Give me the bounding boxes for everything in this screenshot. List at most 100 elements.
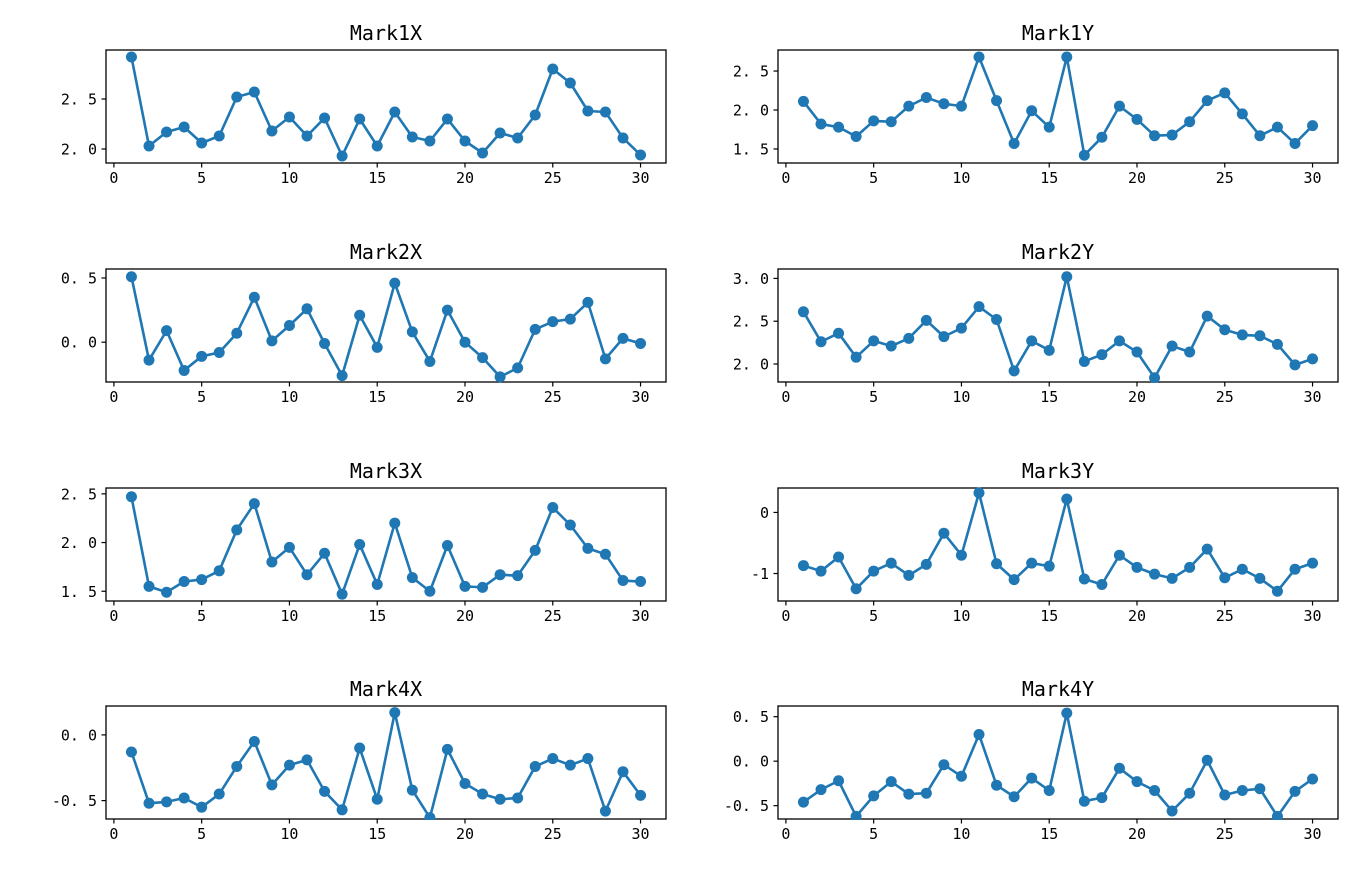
data-point	[1184, 346, 1196, 358]
y-tick-label: 2. 0	[733, 355, 769, 373]
data-point	[1061, 492, 1073, 504]
x-ticks: 0 5 10 15 20 25 30	[781, 381, 1322, 406]
data-point	[231, 327, 243, 339]
data-line	[130, 55, 642, 158]
data-point	[1254, 330, 1266, 342]
x-tick-label: 5	[869, 607, 878, 625]
data-line	[802, 55, 1314, 157]
data-point	[494, 568, 506, 580]
data-point	[441, 744, 453, 756]
data-point	[1131, 113, 1143, 125]
x-tick-label: 10	[280, 607, 298, 625]
data-point	[371, 794, 383, 806]
data-point	[938, 330, 950, 342]
data-point	[797, 796, 809, 808]
data-markers	[125, 490, 647, 600]
data-point	[1307, 557, 1319, 569]
data-point	[1201, 95, 1213, 107]
data-point	[903, 788, 915, 800]
data-point	[371, 578, 383, 590]
y-tick-label: 0. 0	[733, 753, 769, 771]
data-point	[143, 797, 155, 809]
x-tick-label: 0	[781, 825, 790, 843]
data-point	[885, 340, 897, 352]
data-point	[336, 588, 348, 600]
x-tick-label: 30	[632, 169, 650, 187]
data-point	[301, 303, 313, 315]
x-tick-label: 25	[544, 825, 562, 843]
data-point	[635, 575, 647, 587]
y-tick-label: -1	[751, 565, 769, 583]
data-point	[617, 332, 629, 344]
data-point	[178, 575, 190, 587]
chart-title: Mark4Y	[1021, 677, 1095, 702]
data-point	[850, 811, 862, 821]
line-series	[797, 270, 1319, 383]
data-point	[213, 346, 225, 358]
x-tick-label: 30	[1304, 388, 1322, 406]
data-point	[797, 95, 809, 107]
data-point	[1113, 100, 1125, 112]
data-point	[1201, 310, 1213, 322]
data-point	[1061, 270, 1073, 282]
data-point	[920, 314, 932, 326]
data-point	[973, 486, 985, 498]
data-point	[301, 568, 313, 580]
chart-canvas: 0 5 10 15 20 25 30 2. 0 2. 5 3. 0	[733, 268, 1339, 406]
data-line	[130, 711, 642, 820]
chart-canvas: 0 5 10 15 20 25 30 -0. 5 0. 0 0. 5	[724, 705, 1339, 843]
data-point	[231, 761, 243, 773]
data-point	[354, 742, 366, 754]
data-markers	[797, 270, 1319, 383]
chart-title: Mark2Y	[1021, 239, 1095, 264]
data-point	[477, 581, 489, 593]
data-point	[1201, 755, 1213, 767]
chart-title: Mark2X	[349, 239, 423, 264]
data-point	[248, 291, 260, 303]
data-point	[512, 362, 524, 374]
y-tick-label: 2. 0	[61, 534, 97, 552]
data-point	[389, 707, 401, 719]
data-markers	[125, 51, 647, 162]
data-point	[833, 775, 845, 787]
data-point	[599, 106, 611, 118]
data-point	[1219, 87, 1231, 99]
data-point	[973, 300, 985, 312]
y-tick-label: 1. 5	[733, 140, 769, 158]
subplot-mark2y: Mark2Y 0 5 10 15 20 25 30 2. 0 2. 5 3. 0	[682, 219, 1363, 438]
data-line	[802, 491, 1314, 593]
data-point	[1043, 344, 1055, 356]
data-point	[231, 523, 243, 535]
data-point	[424, 355, 436, 367]
y-tick-label: 0. 0	[61, 727, 97, 745]
data-point	[1149, 568, 1161, 580]
data-point	[1008, 791, 1020, 803]
data-point	[424, 812, 436, 821]
data-point	[955, 771, 967, 783]
data-point	[178, 121, 190, 133]
data-point	[564, 759, 576, 771]
x-tick-label: 5	[869, 388, 878, 406]
y-ticks: 1. 5 2. 0 2. 5	[61, 485, 106, 600]
x-tick-label: 5	[197, 607, 206, 625]
x-ticks: 0 5 10 15 20 25 30	[781, 819, 1322, 843]
data-point	[459, 135, 471, 147]
x-tick-label: 25	[544, 388, 562, 406]
data-point	[991, 95, 1003, 107]
data-point	[319, 547, 331, 559]
data-point	[266, 125, 278, 137]
data-point	[547, 753, 559, 765]
data-point	[161, 324, 173, 336]
data-point	[582, 753, 594, 765]
data-point	[283, 541, 295, 553]
line-series	[125, 490, 647, 600]
data-point	[283, 111, 295, 123]
data-point	[1236, 785, 1248, 797]
line-series	[125, 270, 647, 383]
data-point	[1078, 149, 1090, 161]
x-tick-label: 5	[197, 388, 206, 406]
chart-title: Mark3X	[349, 458, 423, 483]
subplot-mark2x: Mark2X 0 5 10 15 20 25 30 0. 0 0. 5	[0, 219, 682, 438]
data-point	[336, 369, 348, 381]
data-point	[1254, 130, 1266, 142]
